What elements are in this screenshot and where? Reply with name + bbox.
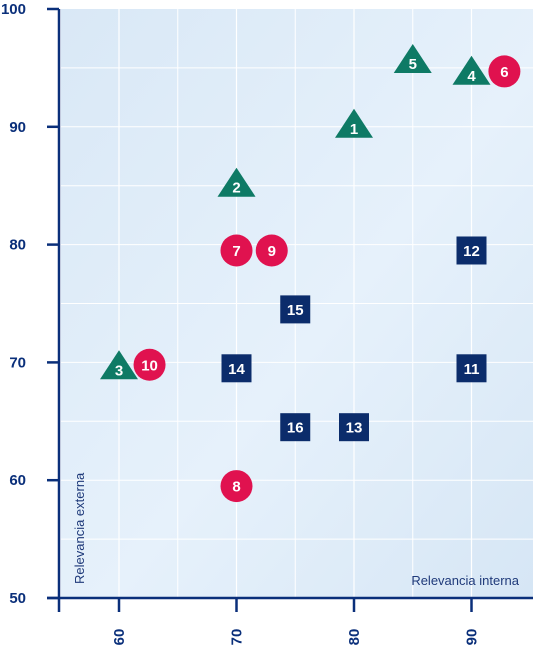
square-marker-15: 15 [280, 295, 311, 324]
marker-label: 1 [350, 121, 358, 138]
x-axis-label: Relevancia interna [411, 573, 519, 588]
square-shape [280, 413, 311, 442]
marker-label: 11 [464, 361, 480, 378]
x-tick-label: 60 [111, 629, 128, 646]
marker-label: 4 [467, 68, 476, 85]
axes [47, 7, 533, 612]
triangle-shape [217, 167, 256, 197]
triangle-marker-4: 4 [452, 55, 491, 85]
y-tick-label: 90 [9, 119, 26, 136]
tick-labels: 50 60 70 80 90 100 60 70 80 90 [1, 1, 481, 645]
marker-label: 14 [228, 361, 245, 378]
triangle-shape [393, 44, 432, 74]
marker-label: 16 [287, 420, 304, 437]
circle-shape [220, 234, 253, 267]
square-shape [339, 413, 369, 442]
triangle-shape [100, 350, 138, 380]
circle-marker-6: 6 [488, 55, 521, 88]
circle-marker-10: 10 [133, 348, 166, 381]
square-shape [456, 236, 487, 265]
square-shape [221, 354, 252, 383]
marker-label: 6 [500, 64, 508, 81]
triangle-shape [335, 108, 373, 138]
x-tick-label: 70 [229, 629, 246, 646]
marker-label: 8 [232, 479, 240, 496]
x-tick-label: 80 [346, 629, 363, 646]
circle-shape [255, 234, 288, 267]
marker-label: 9 [268, 243, 276, 260]
triangle-marker-5: 5 [393, 44, 432, 74]
circle-shape [133, 348, 166, 381]
circle-marker-8: 8 [220, 470, 253, 503]
square-shape [456, 354, 487, 383]
circle-shape [488, 55, 521, 88]
marker-label: 7 [232, 243, 240, 260]
y-tick-label: 80 [9, 237, 26, 254]
y-tick-label: 70 [9, 354, 26, 371]
marker-label: 12 [463, 243, 480, 260]
circle-marker-7: 7 [220, 234, 253, 267]
marker-label: 10 [141, 357, 158, 374]
marker-label: 5 [409, 56, 417, 73]
circle-marker-9: 9 [255, 234, 288, 267]
y-axis-label: Relevancia externa [72, 472, 87, 584]
triangle-marker-1: 1 [335, 108, 373, 138]
marker-label: 15 [287, 302, 304, 319]
square-shape [280, 295, 311, 324]
triangle-shape [452, 55, 491, 85]
square-marker-16: 16 [280, 413, 311, 442]
marker-label: 13 [346, 420, 363, 437]
y-tick-label: 60 [9, 472, 26, 489]
marker-label: 2 [232, 180, 240, 197]
triangle-marker-3: 3 [100, 350, 138, 380]
marker-label: 3 [115, 362, 123, 379]
square-marker-13: 13 [339, 413, 369, 442]
square-marker-14: 14 [221, 354, 252, 383]
x-tick-label: 90 [464, 629, 481, 646]
y-tick-label: 50 [9, 590, 26, 607]
square-marker-11: 11 [456, 354, 487, 383]
y-tick-label: 100 [1, 1, 26, 18]
circle-shape [220, 470, 253, 503]
square-marker-12: 12 [456, 236, 487, 265]
triangle-marker-2: 2 [217, 167, 256, 197]
